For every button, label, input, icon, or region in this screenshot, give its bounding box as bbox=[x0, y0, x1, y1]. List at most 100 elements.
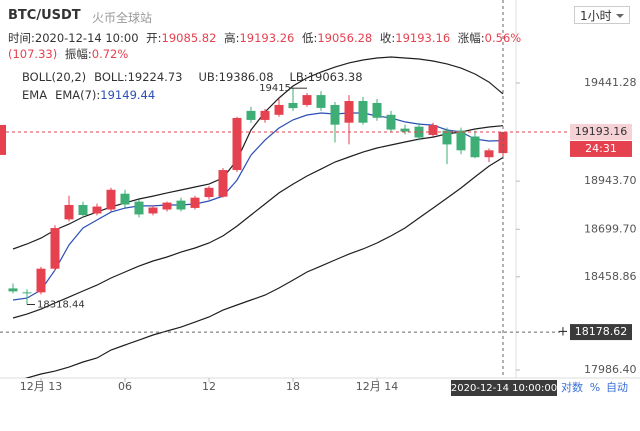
candle-body bbox=[218, 170, 228, 197]
ohlc-info: 时间:2020-12-14 10:00 开:19085.82 高:19193.2… bbox=[8, 30, 556, 62]
candle-body bbox=[36, 268, 46, 293]
candle-body bbox=[50, 228, 60, 269]
legend-row: EMA EMA(7):19149.44 bbox=[22, 86, 379, 104]
legend-entry: UB:19386.08 bbox=[198, 70, 281, 84]
indicator-line bbox=[12, 125, 504, 319]
legend-line-value: 19224.73 bbox=[127, 70, 183, 84]
info-value: 0.56%(107.33) bbox=[8, 31, 522, 61]
candle-body bbox=[274, 104, 284, 115]
exchange-name: 火币全球站 bbox=[92, 11, 153, 25]
x-tick-label: 06 bbox=[118, 380, 132, 393]
info-value: 19085.82 bbox=[161, 31, 217, 45]
info-label: 涨幅: bbox=[457, 31, 485, 45]
candle-body bbox=[148, 207, 158, 214]
min-label: 18318.44 bbox=[37, 299, 85, 310]
legend-line-name: LB: bbox=[289, 70, 308, 84]
info-label: 高: bbox=[224, 31, 240, 45]
scale-mode-button[interactable]: 自动 bbox=[606, 381, 628, 394]
x-tick-label: 18 bbox=[286, 380, 300, 393]
legend-line-value: 19149.44 bbox=[100, 88, 156, 102]
legend-entry: EMA(7):19149.44 bbox=[55, 88, 163, 102]
max-label: 19415 bbox=[259, 83, 291, 94]
candle-body bbox=[22, 292, 32, 294]
symbol-title: BTC/USDT bbox=[8, 8, 81, 23]
info-label: 低: bbox=[301, 31, 318, 45]
candle-body bbox=[302, 95, 312, 105]
crosshair-plus: + bbox=[558, 325, 569, 340]
x-tick-label: 12 bbox=[202, 380, 216, 393]
plot bbox=[8, 56, 508, 378]
crosshair-time-tag bbox=[451, 380, 557, 396]
candle-body bbox=[316, 95, 326, 108]
info-label: 振幅: bbox=[64, 47, 92, 61]
info-value: 19056.28 bbox=[317, 31, 373, 45]
candle-body bbox=[330, 104, 340, 125]
candle-body bbox=[78, 204, 88, 216]
crosshair-price-tag bbox=[570, 324, 632, 341]
y-tick-label: 18458.86 bbox=[584, 270, 637, 283]
scale-mode-button[interactable]: % bbox=[590, 381, 600, 394]
info-value: 19193.26 bbox=[239, 31, 295, 45]
info-value: 0.72% bbox=[91, 47, 129, 61]
candle-body bbox=[260, 110, 270, 120]
candle-body bbox=[106, 189, 116, 210]
candle-body bbox=[498, 131, 508, 154]
candle-body bbox=[8, 288, 18, 292]
candle-body bbox=[386, 114, 396, 130]
left-price-flag bbox=[0, 124, 6, 155]
candle-body bbox=[484, 150, 494, 158]
indicator-line bbox=[12, 112, 504, 301]
crosshair-time-label: 2020-12-14 10:00:00 bbox=[451, 383, 557, 394]
candle-body bbox=[204, 187, 214, 198]
interval-select[interactable]: 1小时 bbox=[574, 6, 630, 24]
legend-line-value: 19063.38 bbox=[307, 70, 363, 84]
candle-body bbox=[288, 102, 298, 109]
legend-indicator: EMA bbox=[22, 88, 48, 102]
countdown-label: 24:31 bbox=[585, 142, 617, 155]
x-tick-label: 12月 14 bbox=[356, 380, 399, 393]
candle-body bbox=[428, 125, 438, 135]
info-value: 2020-12-14 10:00 bbox=[34, 31, 139, 45]
candle-body bbox=[414, 126, 424, 138]
legend-line-name: EMA(7): bbox=[55, 88, 101, 102]
y-tick-label: 18699.70 bbox=[584, 222, 637, 235]
countdown-tag bbox=[570, 140, 632, 157]
legend-line-value: 19386.08 bbox=[218, 70, 274, 84]
legend-entry: LB:19063.38 bbox=[290, 70, 371, 84]
candle-body bbox=[232, 117, 242, 171]
legend-entry: BOLL:19224.73 bbox=[94, 70, 190, 84]
legend-row: BOLL(20,2) BOLL:19224.73 UB:19386.08 LB:190… bbox=[22, 68, 379, 86]
candle-body bbox=[134, 201, 144, 215]
indicator-legend: BOLL(20,2) BOLL:19224.73 UB:19386.08 LB:190… bbox=[22, 68, 379, 104]
candle-body bbox=[456, 130, 466, 151]
candle-body bbox=[246, 110, 256, 120]
candle-body bbox=[190, 197, 200, 208]
candle-body bbox=[176, 200, 186, 210]
y-tick-label: 18943.70 bbox=[584, 174, 637, 187]
info-label: 收: bbox=[379, 31, 396, 45]
y-tick-label: 19441.28 bbox=[584, 76, 637, 89]
info-value: 19193.16 bbox=[395, 31, 451, 45]
legend-line-name: BOLL: bbox=[94, 70, 128, 84]
y-tick-label: 17986.40 bbox=[584, 363, 637, 376]
candle-body bbox=[344, 101, 354, 123]
candle-body bbox=[400, 128, 410, 132]
info-label: 开: bbox=[146, 31, 162, 45]
candle-body bbox=[64, 204, 74, 220]
scale-mode-button[interactable]: 对数 bbox=[561, 380, 583, 394]
info-label: 时间: bbox=[8, 31, 35, 45]
candle-body bbox=[92, 206, 102, 214]
current-price-label: 19193.16 bbox=[575, 125, 628, 138]
x-tick-label: 12月 13 bbox=[20, 380, 63, 393]
candle-body bbox=[162, 202, 172, 210]
legend-line-name: UB: bbox=[198, 70, 219, 84]
legend-indicator: BOLL(20,2) bbox=[22, 70, 87, 84]
indicator-line bbox=[24, 156, 504, 378]
crosshair-price-label: 18178.62 bbox=[575, 325, 628, 338]
candle-body bbox=[372, 102, 382, 118]
candle-body bbox=[442, 130, 452, 145]
candle-body bbox=[358, 101, 368, 123]
candle-body bbox=[470, 136, 480, 158]
